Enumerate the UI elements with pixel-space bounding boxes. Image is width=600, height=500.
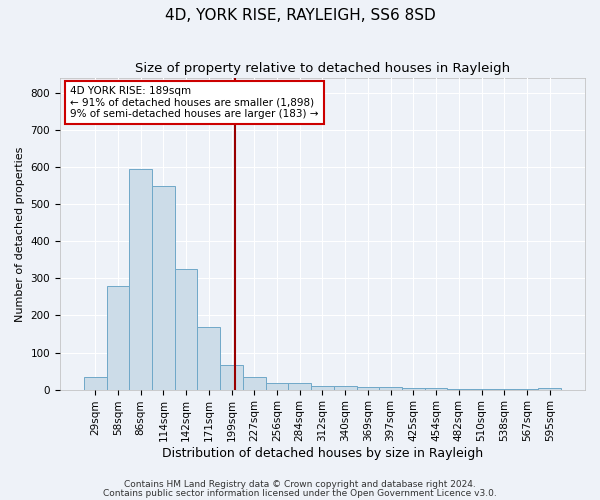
Text: 4D, YORK RISE, RAYLEIGH, SS6 8SD: 4D, YORK RISE, RAYLEIGH, SS6 8SD	[164, 8, 436, 22]
Bar	[538, 388, 561, 390]
Title: Size of property relative to detached houses in Rayleigh: Size of property relative to detached ho…	[135, 62, 510, 76]
Text: Contains HM Land Registry data © Crown copyright and database right 2024.: Contains HM Land Registry data © Crown c…	[124, 480, 476, 489]
Bar	[311, 386, 334, 390]
Text: Contains public sector information licensed under the Open Government Licence v3: Contains public sector information licen…	[103, 488, 497, 498]
Bar	[84, 376, 107, 390]
Bar	[152, 186, 175, 390]
Bar	[197, 326, 220, 390]
Bar	[266, 383, 289, 390]
Bar	[356, 388, 379, 390]
Bar	[107, 286, 129, 390]
Text: 4D YORK RISE: 189sqm
← 91% of detached houses are smaller (1,898)
9% of semi-det: 4D YORK RISE: 189sqm ← 91% of detached h…	[70, 86, 319, 119]
Y-axis label: Number of detached properties: Number of detached properties	[15, 146, 25, 322]
Bar	[334, 386, 356, 390]
Bar	[175, 269, 197, 390]
Bar	[448, 389, 470, 390]
Bar	[425, 388, 448, 390]
Bar	[289, 383, 311, 390]
Bar	[379, 388, 402, 390]
Bar	[129, 169, 152, 390]
Bar	[220, 366, 243, 390]
Bar	[243, 376, 266, 390]
X-axis label: Distribution of detached houses by size in Rayleigh: Distribution of detached houses by size …	[162, 447, 483, 460]
Bar	[402, 388, 425, 390]
Bar	[470, 389, 493, 390]
